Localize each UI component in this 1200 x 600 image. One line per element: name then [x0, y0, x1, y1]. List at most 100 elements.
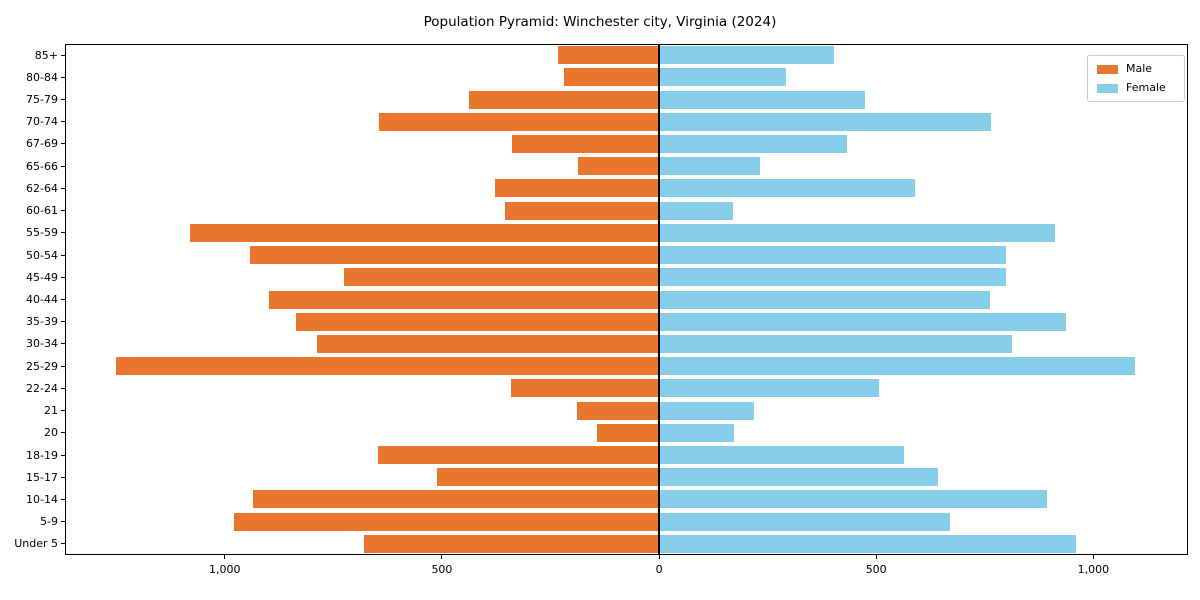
- chart-title: Population Pyramid: Winchester city, Vir…: [423, 14, 777, 30]
- x-tick-mark: [875, 555, 877, 559]
- x-tick-mark: [441, 555, 443, 559]
- y-tick-mark: [61, 187, 65, 189]
- male-bar-67-69: [512, 134, 660, 153]
- zero-axis-line: [658, 44, 660, 555]
- y-tick-mark: [61, 276, 65, 278]
- male-bar-25-29: [116, 357, 660, 376]
- x-tick-label: 500: [431, 563, 453, 576]
- y-tick-label: 30-34: [26, 337, 58, 351]
- x-tick-mark: [224, 555, 226, 559]
- y-tick-label: 22-24: [26, 381, 58, 395]
- y-tick-mark: [61, 498, 65, 500]
- y-tick-label: 45-49: [26, 270, 58, 284]
- female-bar-35-39: [659, 312, 1066, 331]
- y-tick-mark: [61, 454, 65, 456]
- male-bar-40-44: [269, 290, 660, 309]
- female-bar-55-59: [659, 223, 1056, 242]
- y-tick-label: 20: [44, 426, 58, 440]
- female-bar-18-19: [659, 446, 904, 465]
- male-bar-85+: [557, 46, 660, 65]
- male-bar-15-17: [437, 468, 660, 487]
- female-bar-30-34: [659, 334, 1013, 353]
- x-tick-mark: [1092, 555, 1094, 559]
- male-bar-80-84: [564, 68, 660, 87]
- y-tick-mark: [61, 521, 65, 523]
- y-tick-mark: [61, 476, 65, 478]
- x-tick-label: 1,000: [1077, 563, 1110, 576]
- y-tick-label: 65-66: [26, 159, 58, 173]
- x-tick-label: 1,000: [209, 563, 241, 576]
- male-swatch-icon: [1097, 64, 1118, 74]
- female-bar-80-84: [659, 68, 786, 87]
- male-bar-35-39: [296, 312, 660, 331]
- x-tick-label: 0: [655, 563, 663, 576]
- legend-entry-female: Female: [1097, 82, 1175, 94]
- male-bar-21: [576, 401, 660, 420]
- female-bar-40-44: [659, 290, 990, 309]
- y-tick-label: 5-9: [40, 515, 58, 529]
- legend-label-male: Male: [1126, 62, 1153, 75]
- male-bar-18-19: [378, 446, 660, 465]
- female-bar-60-61: [659, 201, 733, 220]
- female-bar-10-14: [659, 490, 1047, 509]
- y-tick-mark: [61, 321, 65, 323]
- legend: Male Female: [1087, 55, 1185, 102]
- female-swatch-icon: [1097, 83, 1118, 93]
- female-bar-Under 5: [659, 534, 1076, 553]
- male-bar-Under 5: [364, 534, 660, 553]
- y-tick-mark: [61, 54, 65, 56]
- y-tick-label: Under 5: [14, 537, 58, 551]
- y-tick-mark: [61, 210, 65, 212]
- male-bar-50-54: [249, 246, 660, 265]
- female-bar-70-74: [659, 112, 992, 131]
- male-bar-70-74: [378, 112, 660, 131]
- y-tick-mark: [61, 387, 65, 389]
- y-tick-label: 55-59: [26, 226, 58, 240]
- female-bar-25-29: [659, 357, 1135, 376]
- y-tick-label: 60-61: [26, 204, 58, 218]
- y-tick-label: 75-79: [26, 93, 58, 107]
- female-bar-20: [659, 423, 735, 442]
- x-tick-mark: [658, 555, 660, 559]
- legend-label-female: Female: [1126, 81, 1166, 94]
- male-bar-60-61: [504, 201, 660, 220]
- female-bar-75-79: [659, 90, 865, 109]
- y-tick-label: 67-69: [26, 137, 58, 151]
- male-bar-22-24: [510, 379, 660, 398]
- y-tick-mark: [61, 343, 65, 345]
- y-tick-label: 80-84: [26, 70, 58, 84]
- female-bar-67-69: [659, 134, 848, 153]
- y-tick-mark: [61, 76, 65, 78]
- female-bar-65-66: [659, 157, 761, 176]
- y-tick-mark: [61, 143, 65, 145]
- female-bar-5-9: [659, 512, 951, 531]
- y-tick-label: 62-64: [26, 181, 58, 195]
- male-bar-75-79: [469, 90, 660, 109]
- y-tick-label: 21: [44, 404, 58, 418]
- male-bar-30-34: [317, 334, 660, 353]
- y-tick-mark: [61, 432, 65, 434]
- y-tick-mark: [61, 299, 65, 300]
- y-tick-label: 18-19: [26, 448, 58, 462]
- y-tick-label: 50-54: [26, 248, 58, 262]
- male-bar-65-66: [578, 157, 660, 176]
- female-bar-62-64: [659, 179, 916, 198]
- y-tick-label: 15-17: [26, 470, 58, 484]
- y-tick-mark: [61, 365, 65, 367]
- y-tick-mark: [61, 410, 65, 412]
- female-bar-85+: [659, 46, 835, 65]
- y-tick-label: 25-29: [26, 359, 58, 373]
- legend-entry-male: Male: [1097, 63, 1175, 75]
- y-tick-mark: [61, 121, 65, 123]
- male-bar-55-59: [190, 223, 660, 242]
- female-bar-22-24: [659, 379, 880, 398]
- y-tick-label: 35-39: [26, 315, 58, 329]
- female-bar-21: [659, 401, 755, 420]
- y-tick-label: 70-74: [26, 115, 58, 129]
- x-tick-label: 500: [865, 563, 887, 576]
- y-tick-mark: [61, 165, 65, 167]
- female-bar-45-49: [659, 268, 1007, 287]
- y-tick-mark: [61, 543, 65, 545]
- y-tick-mark: [61, 232, 65, 234]
- y-tick-mark: [61, 254, 65, 256]
